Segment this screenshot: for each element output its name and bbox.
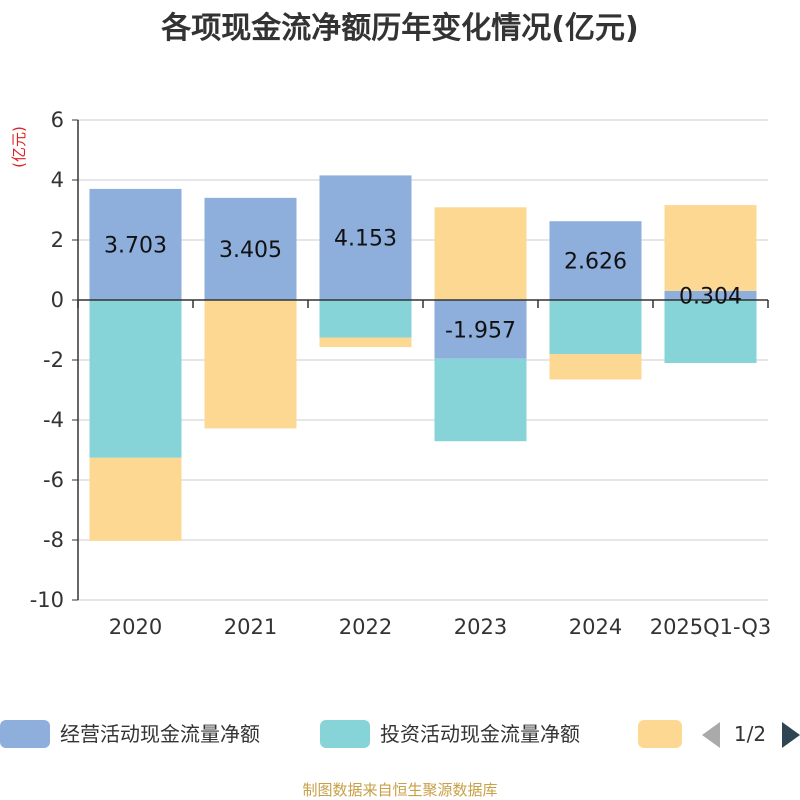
bar-0-2022 — [319, 175, 412, 300]
bar-0-2020 — [89, 188, 182, 300]
data-source: 制图数据来自恒生聚源数据库 — [302, 781, 497, 799]
bar-2-2025Q1-Q3 — [664, 205, 757, 291]
legend-swatch-operating[interactable] — [0, 720, 50, 748]
bar-2-2022 — [319, 337, 412, 348]
x-tick-labels: 2020 2021 2022 2023 2024 2025Q1-Q3 — [109, 615, 772, 639]
y-tick-label: -10 — [30, 588, 64, 612]
y-tick-label: -2 — [43, 348, 64, 372]
bar-1-2022 — [319, 300, 412, 338]
y-tick-label: 0 — [51, 288, 64, 312]
y-tick-label: 4 — [51, 168, 64, 192]
x-tick-label: 2020 — [109, 615, 162, 639]
bar-0-2024 — [549, 221, 642, 300]
x-tick-label: 2025Q1-Q3 — [650, 615, 772, 639]
data-label: 0.304 — [679, 284, 742, 309]
data-label: 2.626 — [564, 250, 627, 275]
triangle-right-icon[interactable] — [782, 722, 800, 748]
bar-1-2025Q1-Q3 — [664, 300, 757, 363]
y-tick-label: 6 — [51, 108, 64, 132]
bars — [89, 175, 757, 541]
y-tick-label: -8 — [43, 528, 64, 552]
y-tick-label: -6 — [43, 468, 64, 492]
x-tick-label: 2021 — [224, 615, 277, 639]
legend-page-indicator: 1/2 — [734, 722, 766, 746]
data-label: 3.405 — [219, 238, 282, 263]
y-tick-label: -4 — [43, 408, 64, 432]
data-label: 4.153 — [334, 227, 397, 252]
data-labels: 3.703 3.405 4.153 -1.957 2.626 0.304 — [104, 227, 742, 344]
bar-2-2021 — [204, 300, 297, 429]
y-tick-label: 2 — [51, 228, 64, 252]
bar-2-2020 — [89, 457, 182, 541]
legend: 经营活动现金流量净额 投资活动现金流量净额 1/2 — [0, 720, 800, 748]
triangle-left-icon[interactable] — [702, 722, 720, 748]
bar-2-2023 — [434, 207, 527, 300]
axes — [77, 120, 769, 600]
x-tick-label: 2024 — [569, 615, 622, 639]
legend-swatch-financing[interactable] — [638, 720, 682, 748]
legend-swatch-investing[interactable] — [320, 720, 370, 748]
bar-0-2021 — [204, 197, 297, 300]
data-label: -1.957 — [445, 318, 516, 343]
x-tick-label: 2023 — [454, 615, 507, 639]
legend-label-operating[interactable]: 经营活动现金流量净额 — [60, 722, 260, 746]
y-tick-labels: 6 4 2 0 -2 -4 -6 -8 -10 — [30, 108, 64, 612]
legend-label-investing[interactable]: 投资活动现金流量净额 — [380, 722, 580, 746]
bar-0-2023 — [434, 300, 527, 359]
bar-2-2024 — [549, 354, 642, 380]
y-axis-unit: (亿元) — [10, 126, 28, 168]
bar-1-2023 — [434, 358, 527, 442]
bar-1-2024 — [549, 300, 642, 354]
bar-1-2020 — [89, 300, 182, 458]
chart-title: 各项现金流净额历年变化情况(亿元) — [160, 11, 638, 46]
bar-0-2025Q1-Q3 — [664, 290, 757, 300]
data-label: 3.703 — [104, 233, 167, 258]
x-tick-label: 2022 — [339, 615, 392, 639]
gridlines — [72, 119, 768, 601]
